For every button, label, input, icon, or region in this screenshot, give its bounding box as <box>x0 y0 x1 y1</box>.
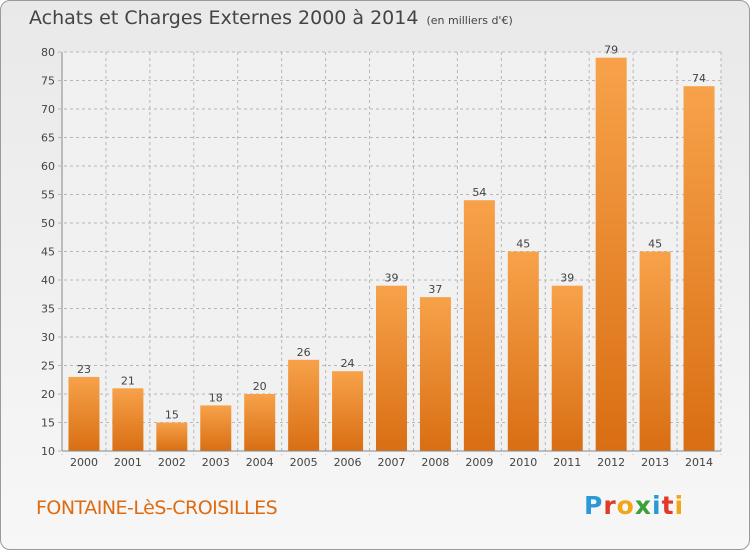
x-tick-label: 2008 <box>421 456 449 469</box>
x-tick-label: 2013 <box>641 456 669 469</box>
y-tick-label: 75 <box>41 75 55 88</box>
x-tick-label: 2002 <box>158 456 186 469</box>
bar <box>551 285 583 451</box>
logo-letter: x <box>634 491 652 520</box>
data-label: 15 <box>165 409 179 422</box>
bar <box>639 251 671 451</box>
data-label: 74 <box>692 72 706 85</box>
x-tick-label: 2009 <box>465 456 493 469</box>
y-tick-label: 30 <box>41 331 55 344</box>
bar <box>507 251 539 451</box>
bar <box>463 200 495 451</box>
town-name: FONTAINE-LèS-CROISILLES <box>36 497 278 519</box>
data-label: 24 <box>341 357 355 370</box>
logo-letter: r <box>603 491 617 520</box>
data-label: 21 <box>121 374 135 387</box>
data-label: 18 <box>209 391 223 404</box>
y-tick-label: 10 <box>41 445 55 458</box>
bar <box>244 394 276 451</box>
data-label: 23 <box>77 363 91 376</box>
y-tick-label: 55 <box>41 189 55 202</box>
data-label: 26 <box>297 346 311 359</box>
data-label: 54 <box>472 186 486 199</box>
bar <box>200 405 232 451</box>
chart-title-block: Achats et Charges Externes 2000 à 2014 (e… <box>29 7 513 29</box>
logo-letter: o <box>616 491 635 520</box>
y-tick-label: 80 <box>41 46 55 59</box>
bar <box>332 371 364 451</box>
chart-title: Achats et Charges Externes 2000 à 2014 <box>29 7 419 29</box>
bar <box>419 297 451 451</box>
x-tick-label: 2005 <box>290 456 318 469</box>
x-tick-label: 2010 <box>509 456 537 469</box>
x-tick-label: 2011 <box>553 456 581 469</box>
y-tick-label: 40 <box>41 274 55 287</box>
y-tick-label: 50 <box>41 217 55 230</box>
bar <box>288 359 320 451</box>
y-tick-label: 45 <box>41 246 55 259</box>
bar <box>595 57 627 451</box>
y-tick-label: 60 <box>41 160 55 173</box>
y-tick-label: 35 <box>41 303 55 316</box>
y-tick-label: 65 <box>41 132 55 145</box>
data-label: 39 <box>385 272 399 285</box>
x-tick-label: 2004 <box>246 456 274 469</box>
logo-letter: i <box>652 491 662 520</box>
bar <box>68 376 100 451</box>
logo-letter: i <box>674 491 685 520</box>
chart-subtitle: (en milliers d'€) <box>426 14 513 27</box>
data-label: 45 <box>516 238 530 251</box>
bar <box>156 422 188 451</box>
logo-letter: t <box>661 491 675 520</box>
data-label: 79 <box>604 44 618 57</box>
x-tick-label: 2012 <box>597 456 625 469</box>
bar <box>112 388 144 451</box>
proxiti-logo: Proxiti <box>584 491 684 520</box>
data-label: 37 <box>428 283 442 296</box>
bar <box>376 285 407 451</box>
x-tick-label: 2001 <box>114 456 142 469</box>
x-tick-label: 2014 <box>685 456 713 469</box>
data-label: 20 <box>253 380 267 393</box>
x-tick-label: 2000 <box>70 456 98 469</box>
x-tick-label: 2007 <box>378 456 406 469</box>
logo-letter: P <box>584 491 604 520</box>
data-label: 45 <box>648 238 662 251</box>
x-tick-label: 2006 <box>334 456 362 469</box>
bar <box>683 86 715 451</box>
y-tick-label: 20 <box>41 388 55 401</box>
y-tick-label: 70 <box>41 103 55 116</box>
y-tick-label: 15 <box>41 417 55 430</box>
x-tick-label: 2003 <box>202 456 230 469</box>
data-label: 39 <box>560 272 574 285</box>
y-tick-label: 25 <box>41 360 55 373</box>
